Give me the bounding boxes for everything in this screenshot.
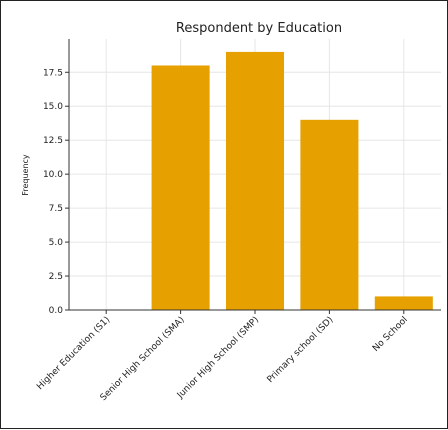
y-tick-label: 2.5 <box>49 272 63 282</box>
y-ticks-group: 0.0 2.5 5.0 7.5 10.0 12.5 15.0 17.5 <box>43 68 69 316</box>
y-axis-label: Frequency <box>21 154 30 196</box>
x-tick-label: Primary school (SD) <box>265 315 335 385</box>
y-tick-label: 5.0 <box>49 238 64 248</box>
bars-group <box>151 51 433 311</box>
y-tick-label: 10.0 <box>43 170 63 180</box>
y-tick-label: 17.5 <box>43 68 63 78</box>
y-tick-label: 15.0 <box>43 102 63 112</box>
y-tick-label: 7.5 <box>49 204 63 214</box>
y-tick-label: 12.5 <box>43 136 63 146</box>
x-tick-label: Senior High School (SMA) <box>99 315 187 403</box>
x-tick-label: Junior High School (SMP) <box>175 315 261 401</box>
chart-title: Respondent by Education <box>176 21 342 36</box>
x-tick-label: Higher Education (S1) <box>35 315 112 392</box>
y-tick-label: 0.0 <box>49 306 64 316</box>
bar <box>151 65 210 310</box>
x-ticks-group: Higher Education (S1)Senior High School … <box>35 310 410 403</box>
bar <box>300 119 359 311</box>
bar <box>374 296 433 310</box>
x-tick-label: No School <box>371 315 410 354</box>
bar <box>225 51 285 311</box>
